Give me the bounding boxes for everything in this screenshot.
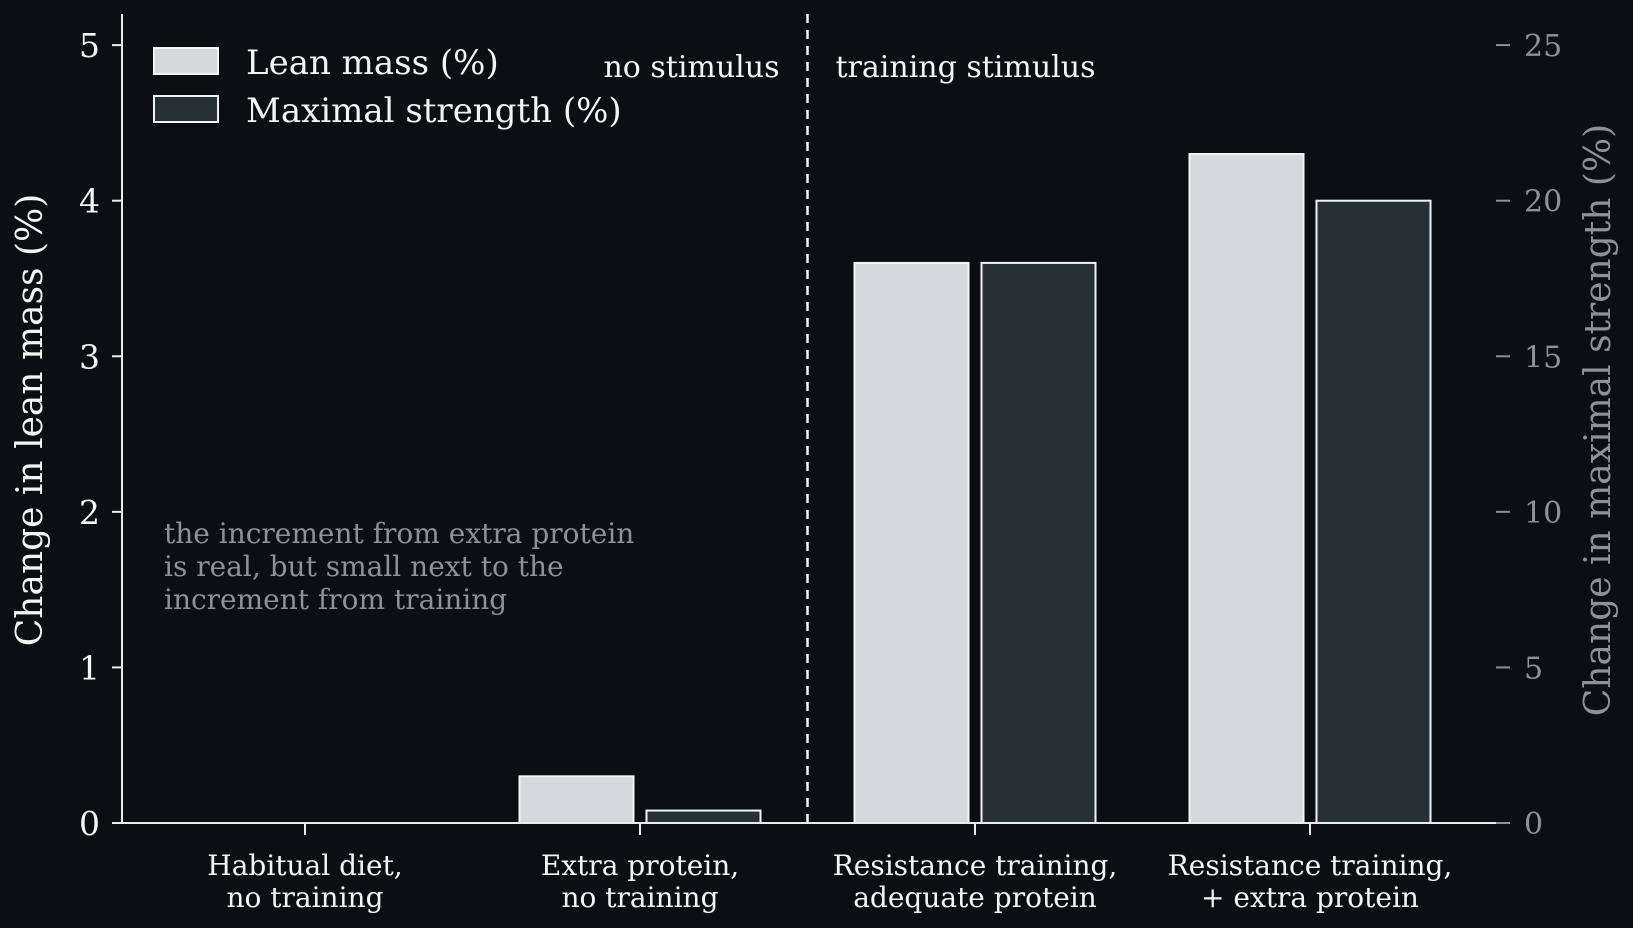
left-y-tick-label: 3 [79,337,100,376]
lean-mass-bar-3 [1188,153,1305,824]
lean-mass-bar-1 [518,775,635,824]
category-label-line: Extra protein, [541,849,739,882]
annotation-line: the increment from extra protein [164,517,634,550]
annotation: the increment from extra protein is real,… [164,517,634,616]
strength-bar-3 [1315,199,1432,824]
right-y-tick-label: 25 [1524,29,1562,64]
left-y-tick-label: 1 [79,648,100,687]
left-y-tick-label: 4 [79,182,100,221]
legend-label: Maximal strength (%) [246,91,622,131]
annotation-line: increment from training [164,583,507,616]
bars-layer [518,153,1432,824]
right-y-tick-label: 0 [1524,807,1543,842]
category-label-line: Habitual diet, [207,849,402,882]
left-y-axis-title: Change in lean mass (%) [10,194,51,647]
legend-swatch [153,47,219,75]
left-y-tick-label: 5 [79,26,100,65]
right-y-tick-label: 20 [1524,185,1562,220]
category-label: Resistance training, adequate protein [833,849,1118,914]
axes-layer [112,14,1510,835]
strength-bar-1 [645,809,762,824]
strength-bar-2 [980,261,1097,824]
category-label-line: no training [561,881,718,914]
legend: Lean mass (%) Maximal strength (%) [153,43,622,131]
left-y-tick-label: 0 [79,804,100,843]
legend-swatch [153,95,219,123]
right-y-tick-label: 5 [1524,651,1543,686]
category-label-line: Resistance training, [833,849,1118,882]
category-label-line: adequate protein [853,881,1097,914]
category-label: Extra protein, no training [541,849,739,914]
region-label-training-stimulus: training stimulus [836,50,1096,85]
category-label: Resistance training, + extra protein [1168,849,1453,914]
right-y-tick-label: 15 [1524,340,1562,375]
right-y-tick-label: 10 [1524,496,1562,531]
region-label-no-stimulus: no stimulus [603,50,779,85]
annotation-line: is real, but small next to the [164,550,564,583]
lean-mass-bar-2 [853,261,970,824]
category-label: Habitual diet, no training [207,849,402,914]
left-y-tick-label: 2 [79,493,100,532]
legend-label: Lean mass (%) [246,43,499,83]
category-label-line: no training [226,881,383,914]
category-label-line: Resistance training, [1168,849,1453,882]
right-y-axis-title: Change in maximal strength (%) [1578,124,1619,716]
category-label-line: + extra protein [1201,881,1419,914]
